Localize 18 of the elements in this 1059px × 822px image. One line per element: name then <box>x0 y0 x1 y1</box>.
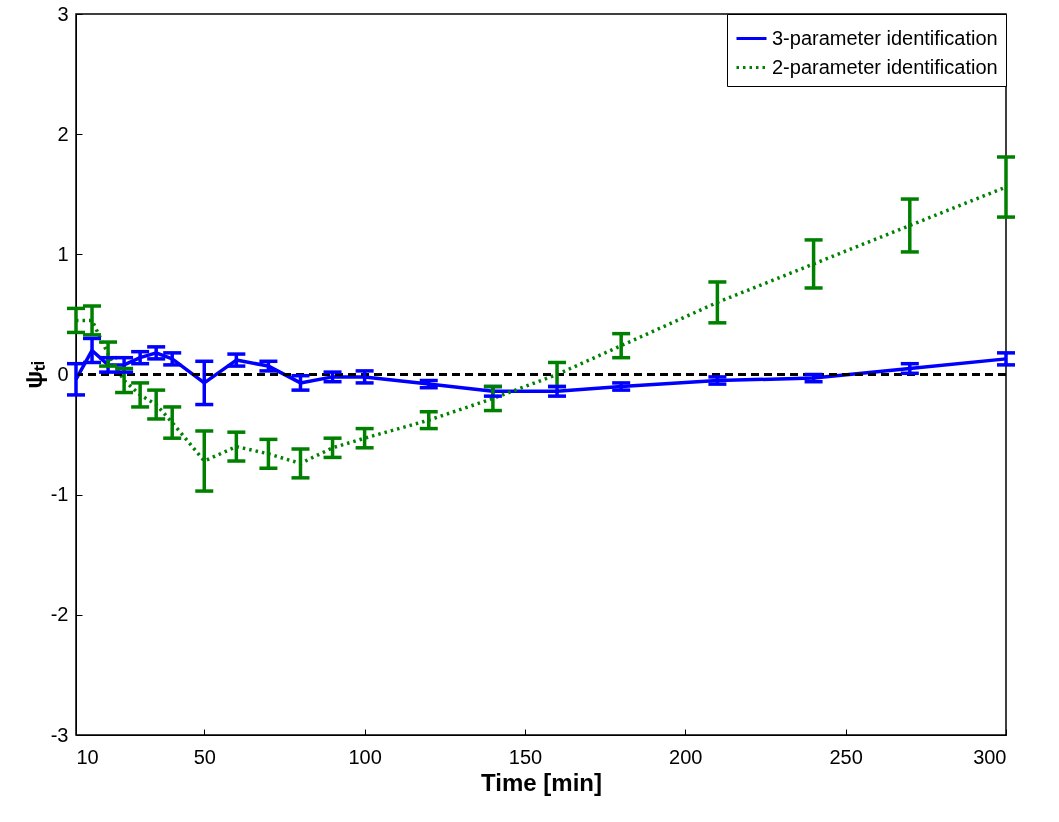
y-axis-title: ψₜᵢ <box>19 361 47 389</box>
y-tick-label: 3 <box>57 2 69 25</box>
x-tick-label: 10 <box>76 745 99 768</box>
x-tick-label: 150 <box>508 745 543 768</box>
y-tick-label: 1 <box>57 242 69 265</box>
x-tick-label: 200 <box>669 745 703 768</box>
x-axis-title: Time [min] <box>481 768 602 796</box>
x-tick-label: 50 <box>193 745 216 768</box>
y-tick-label: 2 <box>57 122 69 145</box>
legend-label: 3-parameter identification <box>772 26 998 49</box>
x-tick-label: 100 <box>348 745 382 768</box>
y-tick-label: -3 <box>50 723 69 746</box>
x-tick-label: 300 <box>973 745 1007 768</box>
y-tick-label: -2 <box>50 603 69 626</box>
y-tick-label: 0 <box>57 363 69 385</box>
y-tick-label: -1 <box>50 483 69 506</box>
x-tick-label: 250 <box>829 745 863 768</box>
legend-label: 2-parameter identification <box>772 55 998 78</box>
